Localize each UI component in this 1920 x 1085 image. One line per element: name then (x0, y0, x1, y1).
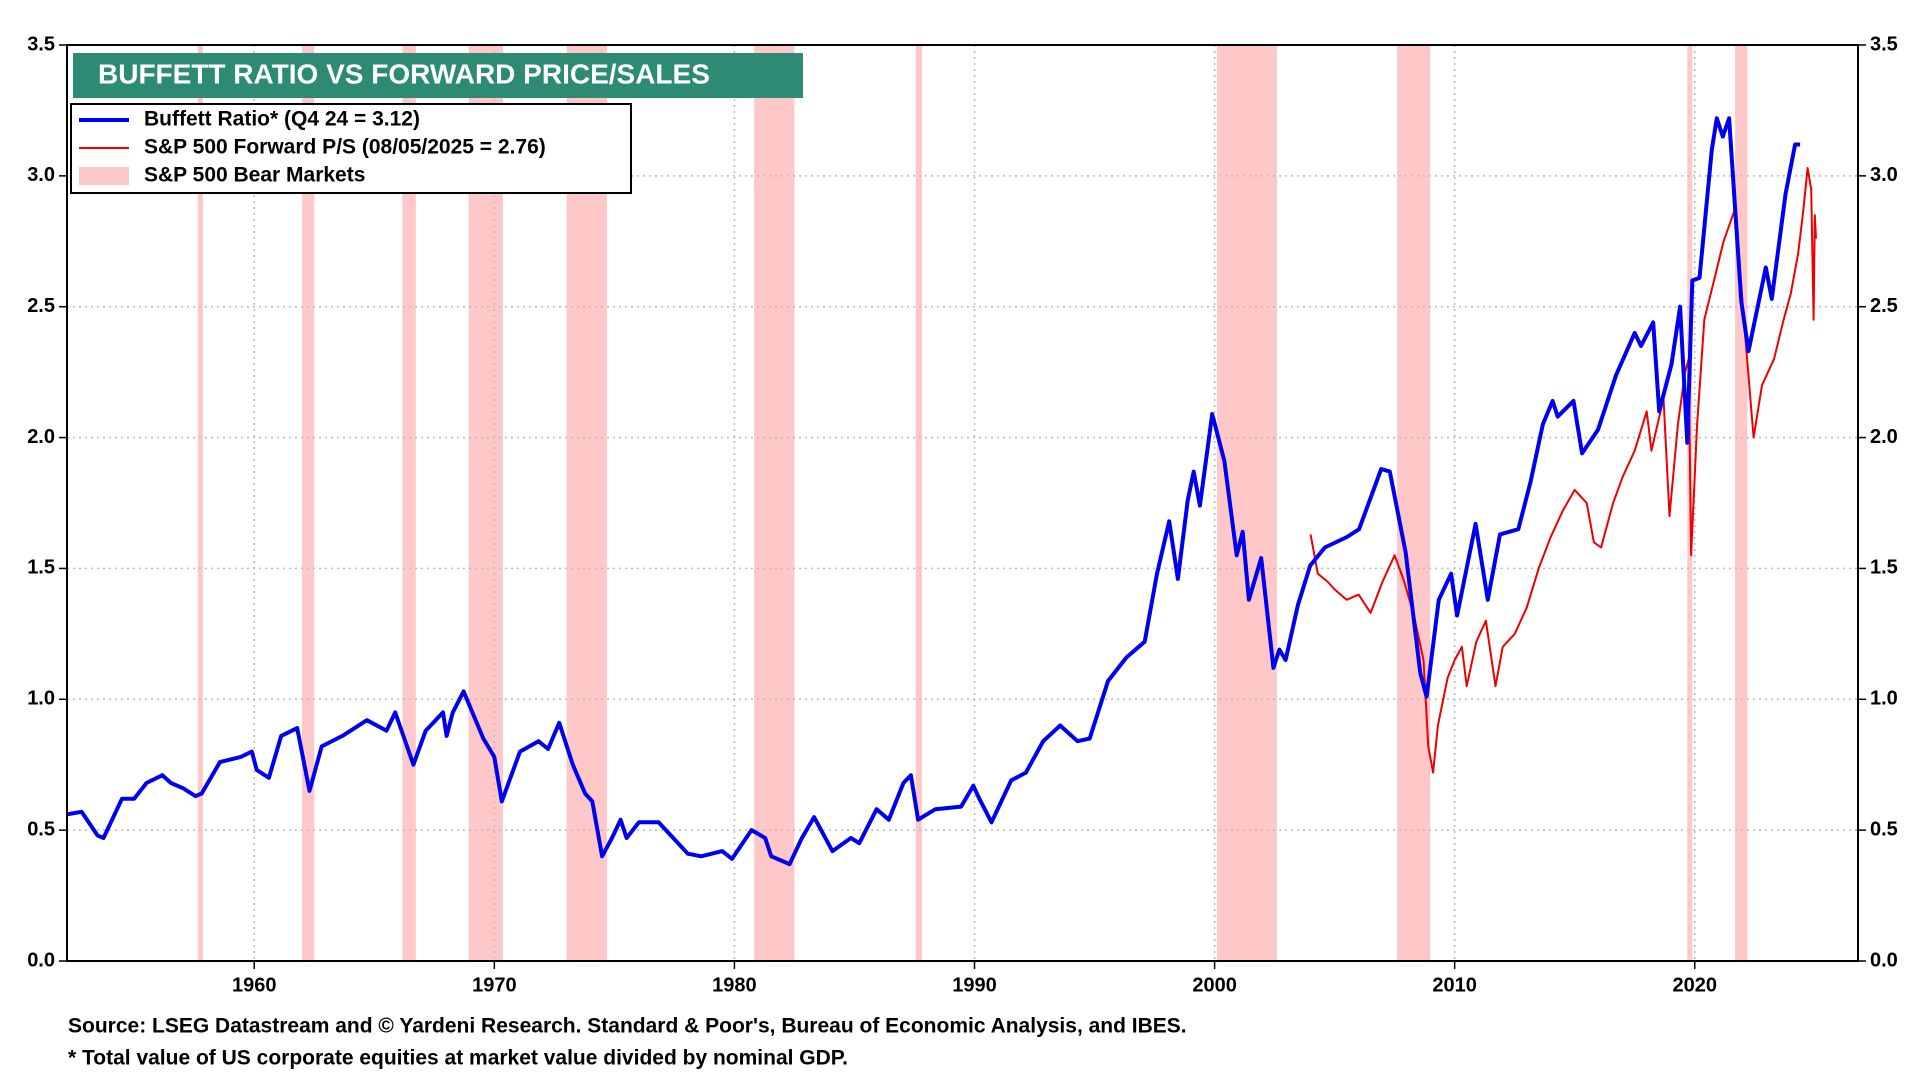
bear-market (1397, 45, 1431, 961)
bear-market (754, 45, 795, 961)
bear-market (915, 45, 922, 961)
x-tick-label: 1970 (472, 974, 517, 996)
plot-frame (66, 44, 1859, 962)
y-tick-label: 3.0 (27, 164, 55, 186)
y-tick-label: 0.0 (27, 949, 55, 971)
chart-title: BUFFETT RATIO VS FORWARD PRICE/SALES (98, 58, 710, 89)
y2-tick-label: 0.5 (1870, 818, 1898, 840)
x-tick-label: 1990 (952, 974, 997, 996)
x-tick-label: 2000 (1192, 974, 1237, 996)
y-tick-label: 3.5 (27, 33, 55, 55)
source-note: Source: LSEG Datastream and © Yardeni Re… (68, 1015, 1187, 1038)
title-box (73, 53, 803, 98)
y2-tick-label: 2.5 (1870, 295, 1898, 317)
bear-market (468, 45, 503, 961)
x-tick-label: 2010 (1432, 974, 1477, 996)
legend-label: S&P 500 Forward P/S (08/05/2025 = 2.76) (144, 136, 546, 159)
footnote: * Total value of US corporate equities a… (68, 1047, 848, 1070)
y2-tick-label: 2.0 (1870, 426, 1898, 448)
legend-swatch (79, 167, 129, 185)
bear-market (1216, 45, 1278, 961)
legend-label: S&P 500 Bear Markets (144, 164, 365, 187)
legend-label: Buffett Ratio* (Q4 24 = 3.12) (144, 108, 420, 131)
y2-tick-label: 1.0 (1870, 688, 1898, 710)
y-tick-label: 1.0 (27, 688, 55, 710)
y-tick-label: 1.5 (27, 557, 55, 579)
y2-tick-label: 3.5 (1870, 33, 1898, 55)
y-tick-label: 0.5 (27, 818, 55, 840)
y2-tick-label: 1.5 (1870, 557, 1898, 579)
bear-market (402, 45, 416, 961)
bear-market (197, 45, 203, 961)
y2-tick-label: 0.0 (1870, 949, 1898, 971)
y-tick-label: 2.0 (27, 426, 55, 448)
bear-market (566, 45, 607, 961)
bear-market (1735, 45, 1748, 961)
y-tick-label: 2.5 (27, 295, 55, 317)
x-tick-label: 1980 (712, 974, 757, 996)
x-tick-label: 2020 (1672, 974, 1717, 996)
legend-box (70, 103, 632, 194)
x-tick-label: 1960 (232, 974, 277, 996)
bear-market (302, 45, 315, 961)
series-line (66, 116, 1801, 867)
y2-tick-label: 3.0 (1870, 164, 1898, 186)
